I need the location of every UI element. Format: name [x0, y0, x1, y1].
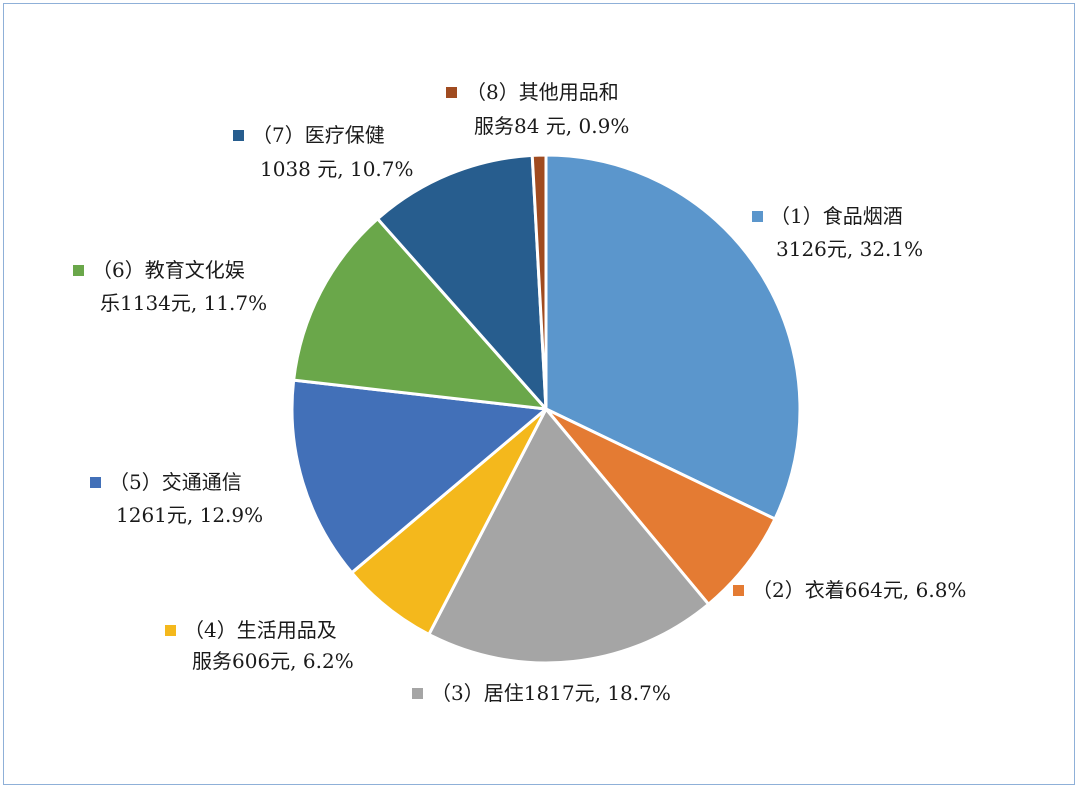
slice-label-4-line2: 服务606元, 6.2% [192, 649, 354, 673]
slice-label-4-line1: （4）生活用品及 [184, 618, 337, 642]
legend-marker-6 [73, 265, 84, 276]
slice-label-8-line1: （8）其他用品和 [466, 80, 619, 104]
legend-marker-5 [90, 477, 101, 488]
pie-slice-6 [292, 217, 548, 411]
slice-label-3-line1: （3）居住1817元, 18.7% [431, 681, 671, 705]
slice-label-7-line2: 1038 元, 10.7% [260, 157, 414, 181]
slice-label-7-line1: （7）医疗保健 [252, 123, 385, 147]
pie-slices [290, 153, 802, 665]
slice-label-5-line1: （5）交通通信 [109, 470, 242, 494]
slice-label-1-line2: 3126元, 32.1% [776, 237, 923, 261]
pie-slice-7 [376, 153, 548, 411]
slice-label-5-line2: 1261元, 12.9% [116, 503, 263, 527]
pie-slice-2 [544, 407, 777, 606]
pie-slice-8 [530, 153, 548, 411]
slice-label-1-line1: （1）食品烟酒 [770, 204, 903, 228]
slice-label-6-line2: 乐1134元, 11.7% [100, 291, 267, 315]
legend-marker-4 [165, 625, 176, 636]
pie-slice-1 [544, 153, 802, 521]
legend-marker-2 [733, 585, 744, 596]
legend-marker-1 [752, 211, 763, 222]
legend-marker-3 [412, 688, 423, 699]
pie-slice-5 [290, 378, 548, 575]
slice-label-2-line1: （2）衣着664元, 6.8% [752, 578, 966, 602]
slice-label-6-line1: （6）教育文化娱 [92, 258, 245, 282]
legend-marker-7 [233, 130, 244, 141]
pie-labels: （1）食品烟酒 3126元, 32.1% （2）衣着664元, 6.8% （3）… [73, 80, 966, 705]
slice-label-8-line2: 服务84 元, 0.9% [474, 114, 629, 138]
pie-slice-3 [427, 407, 710, 665]
legend-marker-8 [446, 87, 457, 98]
